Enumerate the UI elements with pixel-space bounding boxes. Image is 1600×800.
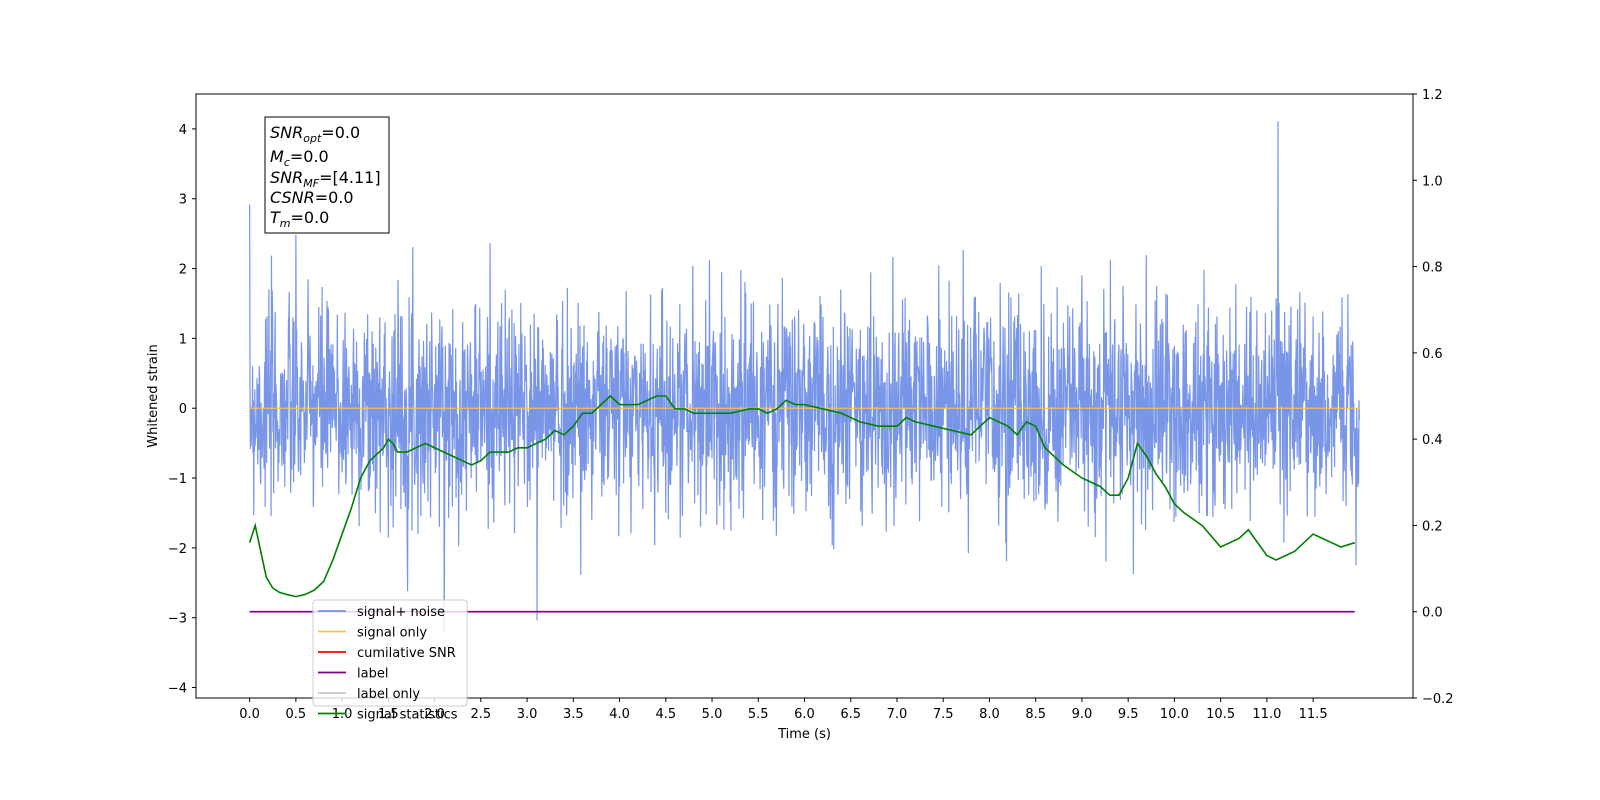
x-tick-label: 11.0 bbox=[1252, 707, 1281, 722]
y2-tick-label: 0.6 bbox=[1422, 347, 1443, 362]
y2-tick-label: 1.2 bbox=[1422, 88, 1443, 103]
x-tick-label: 8.0 bbox=[979, 707, 1000, 722]
legend-frame bbox=[312, 599, 468, 707]
y2-tick-label: 0.2 bbox=[1422, 519, 1443, 534]
x-tick-label: 6.0 bbox=[794, 707, 815, 722]
y-tick-label: 0 bbox=[179, 402, 187, 417]
y-tick-label: 4 bbox=[179, 123, 187, 138]
y2-tick-label: 0.4 bbox=[1422, 433, 1443, 448]
x-tick-label: 8.5 bbox=[1025, 707, 1046, 722]
legend: signal+ noise signal only cumilative SNR la… bbox=[312, 599, 468, 723]
y2-tick-label: 0.8 bbox=[1422, 261, 1443, 276]
y2-tick-label: 1.0 bbox=[1422, 174, 1443, 189]
y2-tick-label: 0.0 bbox=[1422, 606, 1443, 621]
x-tick-label: 5.0 bbox=[702, 707, 723, 722]
y-axis-label: Whitened strain bbox=[146, 344, 161, 447]
legend-label-signal-only: signal only bbox=[357, 626, 427, 641]
annotation-mc: Mc=0.0 bbox=[270, 147, 329, 169]
x-tick-label: 0.5 bbox=[286, 707, 307, 722]
x-tick-label: 11.5 bbox=[1299, 707, 1328, 722]
x-tick-label: 4.5 bbox=[655, 707, 676, 722]
signal-statistics-line bbox=[248, 394, 1355, 598]
x-tick-label: 7.0 bbox=[887, 707, 908, 722]
x-tick-label: 3.5 bbox=[563, 707, 584, 722]
annotation-tm: Tm=0.0 bbox=[270, 208, 329, 230]
y-tick-label: −4 bbox=[168, 682, 187, 697]
x-tick-label: 10.0 bbox=[1160, 707, 1189, 722]
annotation-snr-opt: SNRopt=0.0 bbox=[270, 123, 360, 145]
legend-label-signal-statistics: signal statistics bbox=[357, 708, 458, 723]
x-tick-label: 1.0 bbox=[332, 707, 353, 722]
annotation-frame bbox=[264, 116, 390, 234]
annotation-snr-mf: SNRMF=[4.11] bbox=[270, 168, 381, 190]
x-tick-label: 2.5 bbox=[470, 707, 491, 722]
y-tick-label: −2 bbox=[168, 542, 187, 557]
x-tick-label: 3.0 bbox=[517, 707, 538, 722]
legend-label-cumilative-snr: cumilative SNR bbox=[357, 646, 456, 661]
legend-label-label: label bbox=[357, 667, 388, 682]
x-tick-label: 9.0 bbox=[1072, 707, 1093, 722]
x-axis-label: Time (s) bbox=[777, 727, 831, 742]
x-tick-label: 0.0 bbox=[239, 707, 260, 722]
x-tick-label: 5.5 bbox=[748, 707, 769, 722]
y-tick-label: 3 bbox=[179, 193, 187, 208]
y-tick-label: 2 bbox=[179, 263, 187, 278]
y-tick-label: −3 bbox=[168, 612, 187, 627]
x-tick-label: 10.5 bbox=[1206, 707, 1235, 722]
y2-tick-label: −0.2 bbox=[1422, 692, 1454, 707]
annotation-box: SNRopt=0.0Mc=0.0SNRMF=[4.11]CSNR=0.0Tm=0… bbox=[264, 116, 390, 234]
signal-noise-line bbox=[249, 121, 1360, 633]
y-tick-label: −1 bbox=[168, 472, 187, 487]
annotation-csnr: CSNR=0.0 bbox=[270, 188, 354, 207]
x-tick-label: 2.0 bbox=[424, 707, 445, 722]
x-tick-label: 1.5 bbox=[378, 707, 399, 722]
y-tick-label: 1 bbox=[179, 332, 187, 347]
x-tick-label: 6.5 bbox=[840, 707, 861, 722]
legend-label-label-only: label only bbox=[357, 687, 420, 702]
x-tick-label: 7.5 bbox=[933, 707, 954, 722]
legend-label-signal-noise: signal+ noise bbox=[357, 605, 445, 620]
x-tick-label: 4.0 bbox=[609, 707, 630, 722]
x-tick-label: 9.5 bbox=[1118, 707, 1139, 722]
